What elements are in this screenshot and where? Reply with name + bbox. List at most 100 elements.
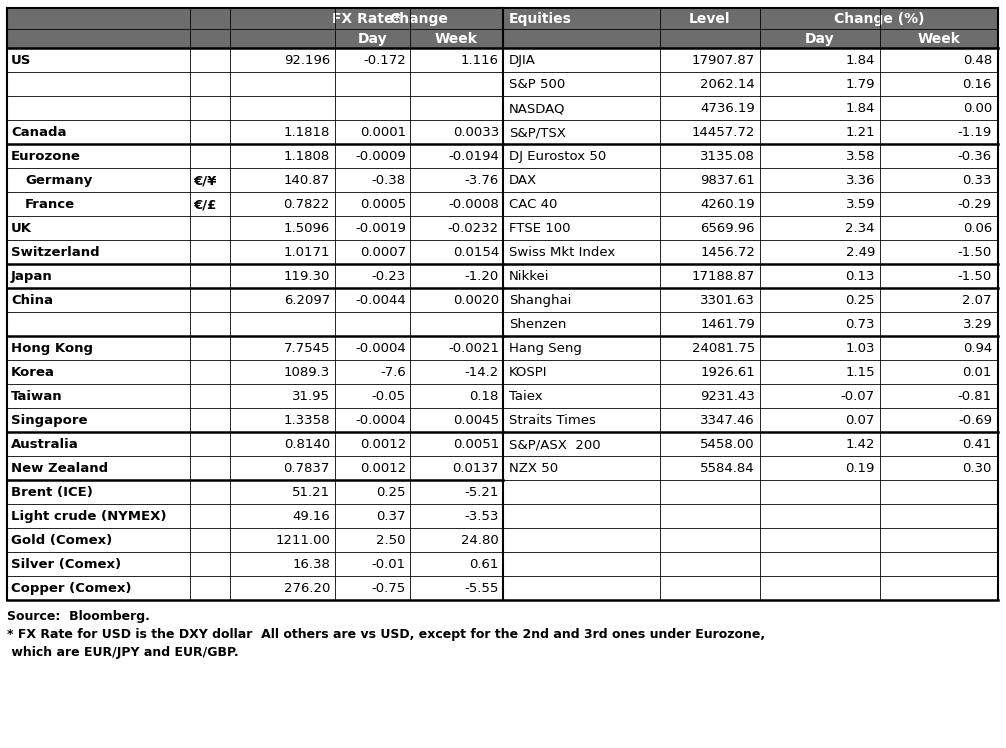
- Bar: [7, 456, 998, 480]
- Text: -0.0019: -0.0019: [355, 222, 406, 235]
- Text: -0.0194: -0.0194: [448, 150, 499, 163]
- Text: 3.36: 3.36: [845, 174, 875, 187]
- Text: 1.1808: 1.1808: [284, 150, 330, 163]
- Text: Silver (Comex): Silver (Comex): [11, 558, 121, 571]
- Text: FTSE 100: FTSE 100: [509, 222, 570, 235]
- Text: China: China: [11, 294, 53, 307]
- Text: New Zealand: New Zealand: [11, 462, 108, 475]
- Text: * FX Rate for USD is the DXY dollar  All others are vs USD, except for the 2nd a: * FX Rate for USD is the DXY dollar All …: [7, 628, 766, 641]
- Bar: [7, 312, 998, 336]
- Text: 276.20: 276.20: [284, 582, 330, 595]
- Bar: [7, 168, 998, 192]
- Text: Nikkei: Nikkei: [509, 270, 549, 283]
- Text: 92.196: 92.196: [284, 54, 330, 67]
- Text: 0.19: 0.19: [846, 462, 875, 475]
- Text: 0.0045: 0.0045: [453, 414, 499, 427]
- Text: 0.73: 0.73: [845, 318, 875, 331]
- Text: 4260.19: 4260.19: [700, 198, 754, 211]
- Text: FX Rate*: FX Rate*: [332, 11, 400, 25]
- Text: 0.0051: 0.0051: [453, 438, 499, 451]
- Text: Hong Kong: Hong Kong: [11, 342, 93, 355]
- Text: 0.0033: 0.0033: [453, 126, 499, 139]
- Text: 0.0012: 0.0012: [360, 462, 406, 475]
- Text: 0.25: 0.25: [376, 486, 406, 499]
- Text: 1089.3: 1089.3: [284, 366, 330, 379]
- Text: Taiex: Taiex: [509, 390, 542, 403]
- Text: Day: Day: [358, 31, 387, 46]
- Text: -0.05: -0.05: [372, 390, 406, 403]
- Text: 24081.75: 24081.75: [692, 342, 754, 355]
- Text: 0.0154: 0.0154: [453, 246, 499, 259]
- Text: -0.81: -0.81: [958, 390, 992, 403]
- Bar: [7, 288, 998, 312]
- Text: 51.21: 51.21: [292, 486, 330, 499]
- Text: 1456.72: 1456.72: [700, 246, 754, 259]
- Text: Copper (Comex): Copper (Comex): [11, 582, 132, 595]
- Text: 0.33: 0.33: [963, 174, 992, 187]
- Bar: [7, 336, 998, 360]
- Text: US: US: [11, 54, 31, 67]
- Text: 0.13: 0.13: [845, 270, 875, 283]
- Text: 14457.72: 14457.72: [691, 126, 754, 139]
- Bar: [7, 360, 998, 384]
- Text: -14.2: -14.2: [465, 366, 499, 379]
- Text: 2.50: 2.50: [376, 534, 406, 547]
- Bar: [7, 528, 998, 552]
- Text: -0.0004: -0.0004: [355, 342, 406, 355]
- Text: -0.0044: -0.0044: [355, 294, 406, 307]
- Text: Source:  Bloomberg.: Source: Bloomberg.: [7, 610, 150, 623]
- Text: 1.21: 1.21: [845, 126, 875, 139]
- Text: 0.30: 0.30: [963, 462, 992, 475]
- Text: 0.06: 0.06: [963, 222, 992, 235]
- Text: DAX: DAX: [509, 174, 537, 187]
- Text: 0.37: 0.37: [376, 510, 406, 523]
- Text: Brent (ICE): Brent (ICE): [11, 486, 93, 499]
- Text: -0.0021: -0.0021: [448, 342, 499, 355]
- Text: 3.58: 3.58: [845, 150, 875, 163]
- Text: 0.7837: 0.7837: [284, 462, 330, 475]
- Text: -1.50: -1.50: [958, 246, 992, 259]
- Text: 0.25: 0.25: [845, 294, 875, 307]
- Text: S&P/TSX: S&P/TSX: [509, 126, 565, 139]
- Bar: [7, 408, 998, 432]
- Text: 1461.79: 1461.79: [700, 318, 754, 331]
- Text: 2.07: 2.07: [963, 294, 992, 307]
- Text: -0.69: -0.69: [958, 414, 992, 427]
- Text: 16.38: 16.38: [292, 558, 330, 571]
- Text: 0.94: 0.94: [963, 342, 992, 355]
- Text: -0.29: -0.29: [958, 198, 992, 211]
- Text: 0.0012: 0.0012: [360, 438, 406, 451]
- Text: Week: Week: [435, 31, 478, 46]
- Text: France: France: [25, 198, 75, 211]
- Text: 0.48: 0.48: [963, 54, 992, 67]
- Text: -1.20: -1.20: [465, 270, 499, 283]
- Text: 31.95: 31.95: [292, 390, 330, 403]
- Text: 6.2097: 6.2097: [284, 294, 330, 307]
- Bar: [7, 192, 998, 216]
- Text: 0.0020: 0.0020: [453, 294, 499, 307]
- Text: 49.16: 49.16: [293, 510, 330, 523]
- Text: 0.8140: 0.8140: [284, 438, 330, 451]
- Text: -0.01: -0.01: [372, 558, 406, 571]
- Text: 0.61: 0.61: [470, 558, 499, 571]
- Text: -0.0004: -0.0004: [355, 414, 406, 427]
- Text: KOSPI: KOSPI: [509, 366, 547, 379]
- Text: Equities: Equities: [509, 11, 571, 25]
- Text: 6569.96: 6569.96: [700, 222, 754, 235]
- Text: 7.7545: 7.7545: [284, 342, 330, 355]
- Bar: [7, 552, 998, 576]
- Text: 1.1818: 1.1818: [284, 126, 330, 139]
- Text: 0.41: 0.41: [963, 438, 992, 451]
- Bar: [7, 504, 998, 528]
- Text: -1.19: -1.19: [958, 126, 992, 139]
- Text: DJIA: DJIA: [509, 54, 536, 67]
- Text: 0.00: 0.00: [963, 102, 992, 115]
- Text: -0.0232: -0.0232: [448, 222, 499, 235]
- Text: 9837.61: 9837.61: [700, 174, 754, 187]
- Text: Week: Week: [917, 31, 961, 46]
- Bar: [7, 120, 998, 144]
- Text: -3.53: -3.53: [465, 510, 499, 523]
- Text: 24.80: 24.80: [461, 534, 499, 547]
- Text: 4736.19: 4736.19: [700, 102, 754, 115]
- Bar: [7, 144, 998, 168]
